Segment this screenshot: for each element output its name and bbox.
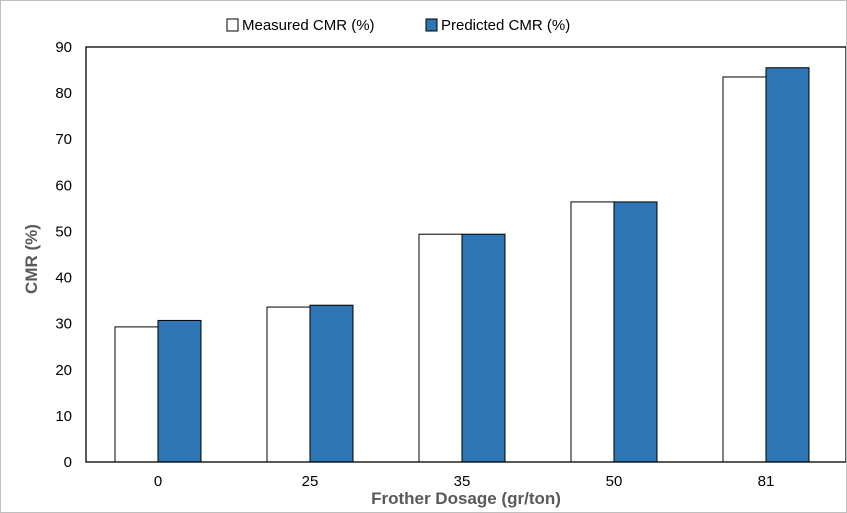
y-tick-label: 30 [55, 316, 72, 333]
x-tick-label: 0 [154, 473, 162, 490]
bar-measured [266, 306, 311, 463]
x-tick-label: 50 [606, 473, 623, 490]
bar-predicted [309, 304, 354, 463]
y-tick-label: 90 [55, 39, 72, 56]
bar-measured [570, 201, 615, 463]
legend-swatch-measured [226, 18, 239, 32]
bar-measured [418, 233, 463, 463]
x-tick-label: 25 [302, 473, 319, 490]
y-tick-label: 70 [55, 131, 72, 148]
y-axis-ticks: 0 10 20 30 40 50 60 70 80 90 [55, 39, 72, 471]
bar-predicted [461, 233, 506, 463]
bar-predicted [613, 201, 658, 463]
bar-predicted [765, 67, 810, 463]
bar-measured [722, 76, 767, 463]
y-tick-label: 60 [55, 177, 72, 194]
legend-swatch-predicted [425, 18, 438, 32]
x-tick-label: 81 [758, 473, 775, 490]
legend: Measured CMR (%) Predicted CMR (%) [226, 17, 570, 34]
x-axis-title: Frother Dosage (gr/ton) [371, 489, 561, 508]
x-axis-ticks: 0 25 35 50 81 [154, 473, 775, 490]
y-tick-label: 0 [64, 454, 72, 471]
legend-label-measured: Measured CMR (%) [242, 17, 375, 34]
y-tick-label: 80 [55, 85, 72, 102]
y-tick-label: 20 [55, 362, 72, 379]
y-tick-label: 10 [55, 408, 72, 425]
y-tick-label: 50 [55, 223, 72, 240]
bar-predicted [157, 319, 202, 463]
legend-label-predicted: Predicted CMR (%) [441, 17, 570, 34]
x-tick-label: 35 [454, 473, 471, 490]
y-axis-title: CMR (%) [22, 224, 41, 294]
bar-measured [114, 326, 159, 463]
plot-area-border [85, 46, 846, 463]
bars [114, 67, 810, 463]
y-tick-label: 40 [55, 270, 72, 287]
